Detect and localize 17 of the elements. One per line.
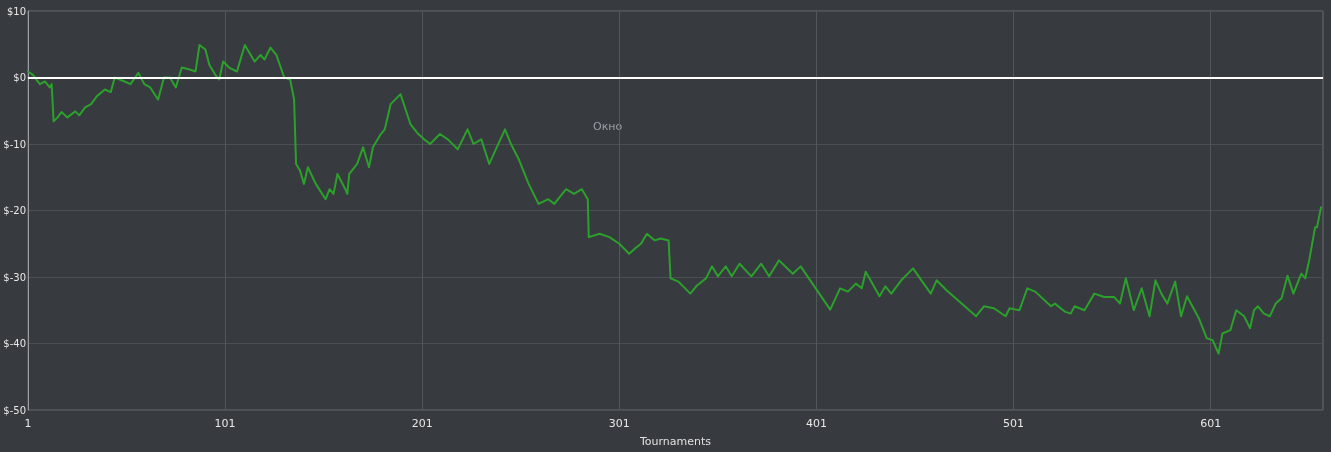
y-tick-label: $0 bbox=[13, 72, 26, 83]
x-axis-title: Tournaments bbox=[638, 435, 712, 448]
y-tick-label: $-40 bbox=[3, 338, 26, 349]
y-tick-label: $-20 bbox=[3, 205, 26, 216]
x-tick-label: 601 bbox=[1200, 417, 1222, 430]
x-tick-label: 1 bbox=[24, 417, 32, 430]
x-tick-label: 201 bbox=[411, 417, 433, 430]
y-tick-label: $10 bbox=[6, 5, 26, 17]
y-tick-label: $-10 bbox=[3, 138, 26, 150]
x-tick-label: 101 bbox=[214, 417, 236, 430]
x-tick-label: 501 bbox=[1003, 417, 1025, 430]
y-tick-label: $-50 bbox=[3, 404, 26, 416]
annotation: Окно bbox=[593, 120, 623, 133]
line-series bbox=[27, 43, 1323, 355]
x-tick-label: 401 bbox=[805, 417, 827, 430]
y-tick-label: $-30 bbox=[3, 271, 26, 283]
x-tick-label: 301 bbox=[608, 417, 630, 430]
